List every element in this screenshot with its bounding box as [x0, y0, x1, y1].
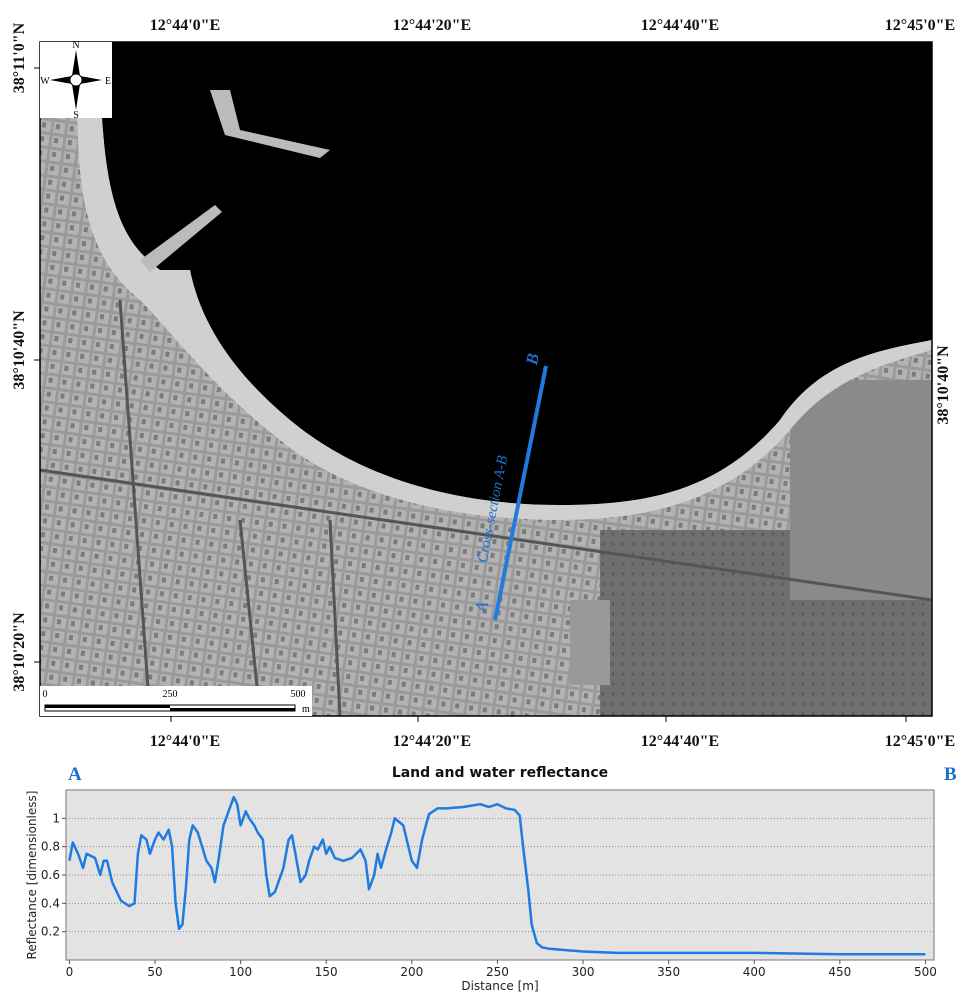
scale-unit: m — [302, 704, 310, 715]
x-tick-label: 250 — [486, 965, 509, 979]
end-label: B — [944, 764, 957, 785]
x-tick-label: 100 — [229, 965, 252, 979]
compass: N S E W — [40, 40, 112, 121]
chart: Land and water reflectance A B 0.2 0.4 0.6 0.8… — [25, 764, 957, 993]
lon-label: 12°44'0"E — [150, 17, 220, 34]
scale-label: 0 — [43, 689, 48, 700]
y-tick-label: 0.2 — [41, 925, 60, 939]
scale-label: 250 — [163, 689, 178, 700]
compass-east: E — [105, 76, 111, 87]
x-tick-label: 300 — [572, 965, 595, 979]
start-label: A — [68, 764, 82, 785]
x-tick-label: 450 — [828, 965, 851, 979]
x-tick-label: 350 — [657, 965, 680, 979]
x-axis-label: Distance [m] — [461, 979, 538, 993]
lon-label: 12°44'40"E — [641, 17, 719, 34]
x-tick-label: 150 — [315, 965, 338, 979]
lon-label: 12°44'40"E — [641, 733, 719, 750]
plot-area — [66, 790, 934, 960]
y-axis-label: Reflectance [dimensionless] — [25, 791, 39, 960]
satellite-image — [40, 42, 932, 716]
page: N S E W 0 250 500 m Cross-section A-B A … — [0, 0, 962, 994]
x-tick-label: 400 — [743, 965, 766, 979]
x-tick-label: 50 — [147, 965, 162, 979]
y-tick-label: 1 — [52, 811, 60, 825]
x-tick-label: 200 — [400, 965, 423, 979]
lon-label: 12°45'0"E — [885, 733, 955, 750]
lon-label: 12°45'0"E — [885, 17, 955, 34]
lat-label: 38°11'0"N — [11, 22, 28, 93]
scale-label: 500 — [291, 689, 306, 700]
y-tick-label: 0.8 — [41, 840, 60, 854]
lon-label: 12°44'20"E — [393, 733, 471, 750]
lon-label: 12°44'20"E — [393, 17, 471, 34]
lon-label: 12°44'0"E — [150, 733, 220, 750]
x-tick-label: 500 — [914, 965, 937, 979]
compass-south: S — [73, 110, 79, 121]
scale-bar: 0 250 500 m — [40, 686, 312, 716]
lat-label: 38°10'20"N — [11, 612, 28, 692]
compass-north: N — [72, 40, 79, 51]
chart-title: Land and water reflectance — [392, 765, 608, 781]
y-tick-label: 0.4 — [41, 896, 60, 910]
x-tick-label: 0 — [66, 965, 74, 979]
y-tick-label: 0.6 — [41, 868, 60, 882]
lat-label: 38°10'40"N — [935, 345, 952, 425]
compass-west: W — [40, 76, 50, 87]
lat-label: 38°10'40"N — [11, 310, 28, 390]
